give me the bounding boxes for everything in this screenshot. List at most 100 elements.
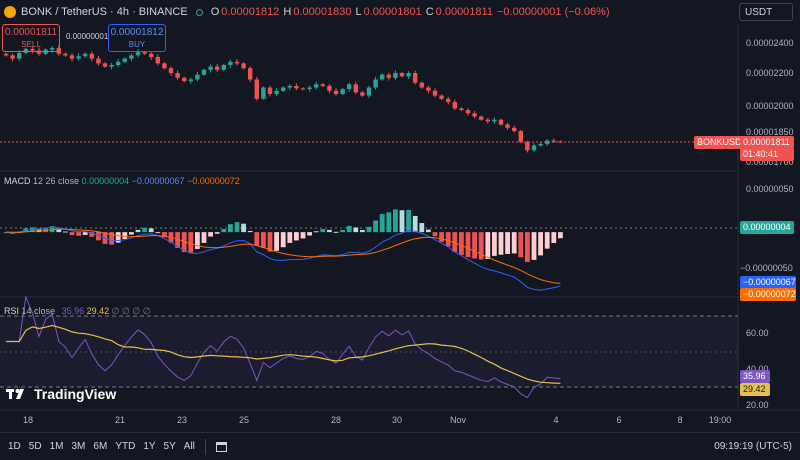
range-6m[interactable]: 6M: [93, 441, 108, 452]
tradingview-logo[interactable]: TradingView: [6, 386, 116, 402]
macd-histogram-bar: [36, 228, 42, 233]
candle-body: [432, 90, 438, 96]
macd-histogram-bar: [234, 222, 240, 233]
rsi-ma-tag: 29.42: [740, 383, 770, 396]
time-tick: 8: [677, 415, 683, 425]
macd-histogram-bar: [485, 232, 491, 259]
macd-histogram-bar: [56, 228, 62, 233]
candle-body: [386, 74, 391, 78]
macd-histogram-bar: [261, 232, 266, 248]
candle-body: [294, 85, 299, 89]
range-5y[interactable]: 5Y: [163, 441, 176, 452]
market-status-icon: [195, 8, 203, 16]
range-1y[interactable]: 1Y: [143, 441, 156, 452]
macd-histogram-bar: [439, 232, 444, 242]
macd-histogram-bar: [538, 232, 543, 256]
rsi-tick: 20.00: [746, 400, 769, 410]
candle-body: [340, 89, 345, 94]
candle-body: [36, 50, 42, 54]
macd-histogram-bar: [544, 232, 550, 249]
spread-value: 0.00000001: [66, 32, 109, 41]
candle-body: [465, 110, 471, 114]
rsi-tag: 35.96: [740, 370, 770, 383]
macd-histogram-bar: [294, 232, 299, 241]
candle-body: [300, 88, 306, 90]
macd-histogram-bar: [208, 232, 213, 237]
candle-body: [307, 87, 312, 90]
macd-histogram-bar: [181, 232, 187, 253]
macd-histogram-bar: [393, 209, 398, 233]
symbol-title[interactable]: BONK / TetherUS · 4h · BINANCE: [21, 6, 188, 18]
macd-histogram-bar: [432, 232, 438, 237]
range-ytd[interactable]: YTD: [115, 441, 136, 452]
candle-body: [135, 52, 141, 56]
candle-body: [50, 48, 55, 50]
candle-body: [333, 90, 339, 94]
rsi-ma-value: 29.42: [86, 306, 110, 316]
candle-body: [267, 87, 273, 94]
macd-histogram-bar: [267, 232, 273, 252]
candle-body: [221, 65, 226, 70]
candle-body: [512, 127, 517, 131]
macd-histogram-bar: [30, 227, 35, 233]
candle-body: [479, 116, 484, 120]
candle-body: [162, 63, 167, 69]
macd-histogram-bar: [558, 232, 563, 239]
clock[interactable]: 09:19:19 (UTC-5): [714, 441, 792, 452]
macd-histogram-bar: [346, 225, 352, 233]
candle-body: [419, 82, 424, 88]
price-tick: 0.00002000: [746, 101, 794, 111]
macd-histogram-bar: [353, 227, 359, 233]
candle-body: [175, 73, 180, 78]
candle-body: [347, 84, 352, 90]
rsi-value: 35.96: [61, 306, 85, 316]
candle-body: [399, 73, 405, 77]
candle-body: [558, 141, 563, 143]
currency-select[interactable]: USDT: [739, 3, 793, 21]
macd-histogram-bar: [551, 232, 557, 244]
candle-body: [472, 113, 477, 117]
macd-histogram-bar: [511, 232, 517, 254]
candle-body: [129, 55, 134, 59]
last-price-tag: 0.00001811: [740, 136, 794, 149]
time-tick: 4: [553, 415, 559, 425]
macd-legend[interactable]: MACD 12 26 close 0.00000004 −0.00000067 …: [4, 176, 240, 186]
macd-histogram-bar: [492, 232, 497, 256]
range-5d[interactable]: 5D: [28, 441, 42, 452]
candle-body: [373, 79, 378, 88]
macd-histogram-bar: [366, 226, 372, 233]
range-3m[interactable]: 3M: [71, 441, 86, 452]
buy-label: BUY: [128, 40, 146, 49]
range-1m[interactable]: 1M: [49, 441, 64, 452]
macd-histogram-bar: [280, 232, 286, 248]
macd-histogram-bar: [518, 232, 524, 258]
macd-histogram-bar: [195, 232, 200, 249]
candle-body: [274, 90, 279, 94]
macd-histogram-bar: [287, 232, 293, 243]
macd-histogram-bar: [162, 232, 167, 238]
macd-histogram-bar: [115, 232, 121, 243]
candle-body: [83, 53, 88, 57]
macd-histogram-bar: [155, 232, 161, 234]
time-tick: 19:00: [708, 415, 732, 425]
candle-body: [505, 124, 510, 128]
candle-body: [498, 119, 504, 125]
candle-body: [30, 48, 35, 51]
candle-body: [518, 130, 523, 143]
candle-body: [353, 84, 358, 93]
sell-button[interactable]: 0.00001811 SELL: [2, 24, 60, 52]
range-all[interactable]: All: [183, 441, 195, 452]
range-1d[interactable]: 1D: [8, 441, 21, 452]
time-tick: 23: [176, 415, 188, 425]
candle-body: [459, 108, 464, 111]
buy-button[interactable]: 0.00001812 BUY: [108, 24, 166, 52]
macd-histogram-bar: [340, 229, 345, 233]
rsi-legend[interactable]: RSI 14 close 35.96 29.42 ∅ ∅ ∅ ∅: [4, 306, 151, 316]
macd-histogram-bar: [478, 232, 484, 260]
time-tick: 25: [238, 415, 250, 425]
candle-body: [96, 58, 101, 64]
candle-body: [531, 145, 537, 151]
candle-body: [168, 68, 174, 74]
date-range-icon[interactable]: [215, 441, 227, 452]
